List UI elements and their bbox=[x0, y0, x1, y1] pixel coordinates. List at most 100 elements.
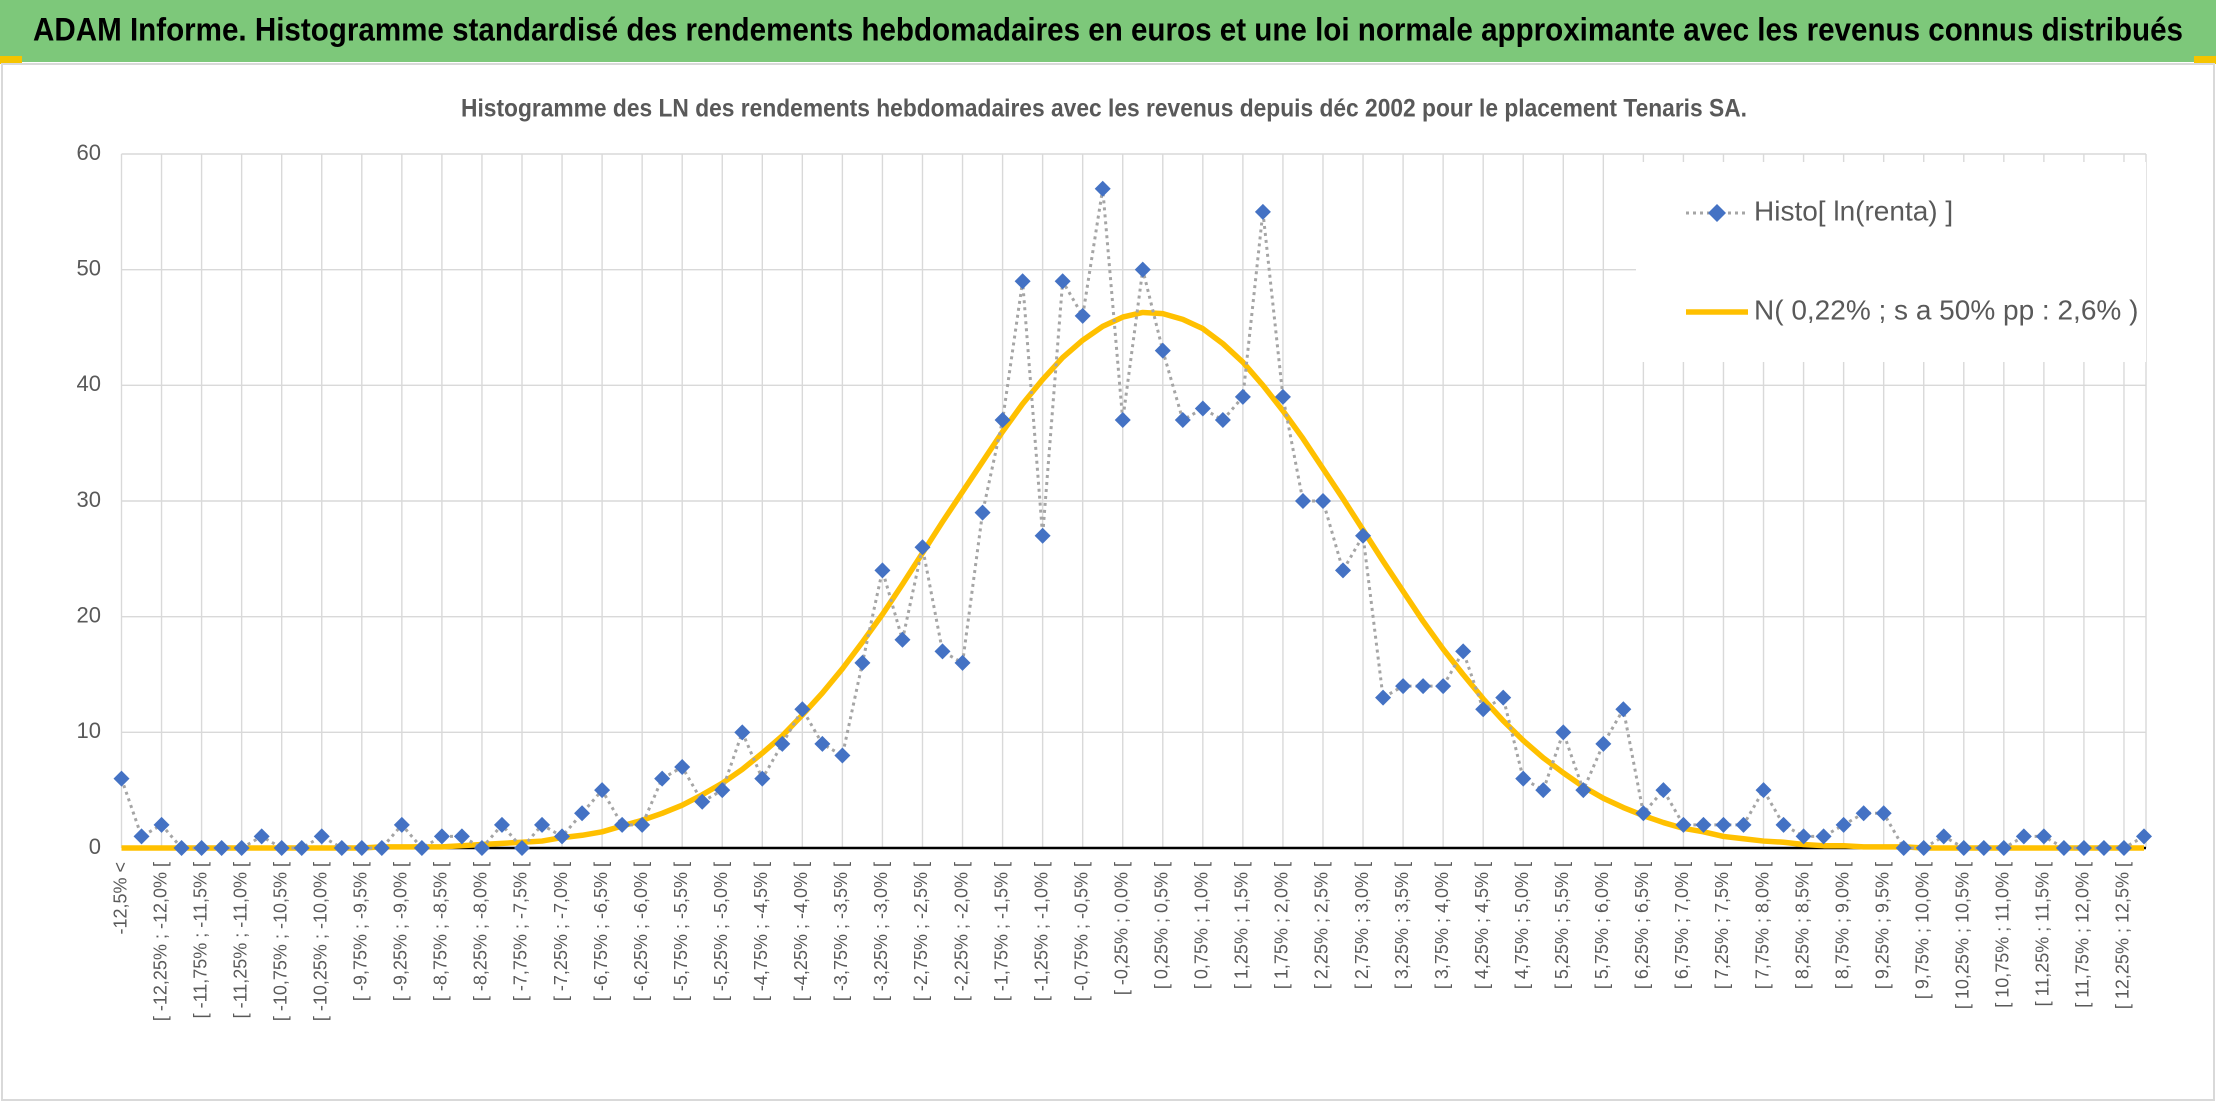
x-tick-label: [ 0,75% ; 1,0% [ bbox=[1192, 862, 1212, 989]
x-tick-label: [ -11,75% ; -11,5% [ bbox=[190, 862, 210, 1018]
y-tick-label: 10 bbox=[77, 718, 101, 743]
data-marker bbox=[894, 631, 911, 648]
y-tick-label: 40 bbox=[77, 371, 101, 396]
data-marker bbox=[1475, 701, 1492, 718]
data-marker bbox=[2115, 840, 2132, 856]
x-tick-label: [ -3,75% ; -3,5% [ bbox=[831, 862, 851, 1001]
data-marker bbox=[413, 840, 430, 856]
data-marker bbox=[1094, 180, 1111, 197]
x-tick-label: [ 3,75% ; 4,0% [ bbox=[1432, 862, 1452, 989]
x-tick-label: [ 12,25% ; 12,5% [ bbox=[2113, 862, 2133, 1009]
x-tick-label: [ -0,75% ; -0,5% [ bbox=[1071, 862, 1091, 1001]
data-marker bbox=[954, 654, 971, 671]
x-tick-label: [ -1,25% ; -1,0% [ bbox=[1031, 862, 1051, 1001]
data-marker bbox=[1294, 493, 1311, 509]
data-marker bbox=[1535, 782, 1552, 799]
data-marker bbox=[1375, 689, 1392, 706]
x-tick-label: [ -10,75% ; -10,5% [ bbox=[270, 862, 290, 1021]
x-tick-label: [ 0,25% ; 0,5% [ bbox=[1152, 862, 1172, 989]
data-marker bbox=[2015, 828, 2032, 845]
data-marker bbox=[1395, 678, 1412, 695]
data-marker bbox=[1895, 840, 1912, 856]
y-tick-label: 50 bbox=[77, 255, 101, 280]
data-marker bbox=[1755, 782, 1772, 799]
data-marker bbox=[994, 412, 1011, 429]
corner-mark bbox=[2194, 56, 2216, 64]
chart-title: Histogramme des LN des rendements hebdom… bbox=[461, 95, 1747, 123]
data-marker bbox=[1835, 816, 1852, 833]
legend-marker bbox=[1708, 204, 1726, 222]
data-marker bbox=[1455, 643, 1472, 660]
x-tick-label: [ -8,75% ; -8,5% [ bbox=[431, 862, 451, 1001]
x-tick-label: [ 9,75% ; 10,0% [ bbox=[1912, 862, 1932, 999]
x-tick-label: [ -8,25% ; -8,0% [ bbox=[471, 862, 491, 1001]
data-marker bbox=[1775, 816, 1792, 833]
x-tick-label: [ -0,25% ; 0,0% [ bbox=[1111, 862, 1131, 995]
x-tick-label: [ -5,75% ; -5,5% [ bbox=[671, 862, 691, 1001]
x-tick-label: [ -6,25% ; -6,0% [ bbox=[631, 862, 651, 1001]
x-tick-label: [ -10,25% ; -10,0% [ bbox=[310, 862, 330, 1021]
data-marker bbox=[1615, 701, 1632, 718]
data-marker bbox=[1355, 527, 1372, 544]
x-tick-label: [ 2,25% ; 2,5% [ bbox=[1312, 862, 1332, 989]
legend-label: Histo[ ln(renta) ] bbox=[1754, 195, 1953, 226]
data-marker bbox=[253, 828, 270, 845]
data-marker bbox=[1174, 412, 1191, 429]
data-marker bbox=[654, 770, 671, 787]
data-marker bbox=[934, 643, 951, 660]
data-marker bbox=[353, 840, 370, 856]
header-title: ADAM Informe. Histogramme standardisé de… bbox=[33, 11, 2183, 47]
x-tick-label: [ -3,25% ; -3,0% [ bbox=[871, 862, 891, 1001]
x-tick-label: [ -1,75% ; -1,5% [ bbox=[991, 862, 1011, 1001]
data-marker bbox=[834, 747, 851, 764]
x-tick-label: [ -9,75% ; -9,5% [ bbox=[351, 862, 371, 1001]
x-tick-label: [ -4,75% ; -4,5% [ bbox=[751, 862, 771, 1001]
legend-box bbox=[1636, 162, 2146, 362]
data-marker bbox=[534, 816, 551, 833]
corner-mark bbox=[0, 56, 22, 64]
x-tick-label: [ -2,25% ; -2,0% [ bbox=[951, 862, 971, 1001]
x-tick-label: [ 11,25% ; 11,5% [ bbox=[2033, 862, 2053, 1006]
data-marker bbox=[513, 840, 530, 856]
data-marker bbox=[1034, 527, 1051, 544]
data-marker bbox=[1975, 840, 1992, 856]
data-marker bbox=[113, 770, 130, 787]
x-tick-label: [ 7,25% ; 7,5% [ bbox=[1712, 862, 1732, 989]
data-marker bbox=[814, 735, 831, 752]
data-marker bbox=[1415, 678, 1432, 695]
data-marker bbox=[1114, 412, 1131, 429]
data-marker bbox=[1074, 307, 1091, 324]
data-marker bbox=[1995, 840, 2012, 856]
normal-curve bbox=[121, 309, 2144, 851]
data-marker bbox=[313, 828, 330, 845]
x-tick-label: [ -6,75% ; -6,5% [ bbox=[591, 862, 611, 1001]
data-marker bbox=[233, 840, 250, 856]
data-marker bbox=[1795, 828, 1812, 845]
x-tick-label: [ -4,25% ; -4,0% [ bbox=[791, 862, 811, 1001]
data-marker bbox=[594, 782, 611, 799]
x-tick-label: [ 2,75% ; 3,0% [ bbox=[1352, 862, 1372, 989]
data-marker bbox=[854, 654, 871, 671]
x-tick-label: [ 3,25% ; 3,5% [ bbox=[1392, 862, 1412, 989]
x-tick-label: [ -11,25% ; -11,0% [ bbox=[230, 862, 250, 1018]
x-tick-label: -12,5% < bbox=[110, 862, 130, 935]
data-marker bbox=[1054, 273, 1071, 290]
data-marker bbox=[614, 816, 631, 833]
data-marker bbox=[1855, 805, 1872, 822]
data-marker bbox=[1695, 816, 1712, 833]
x-tick-label: [ 4,25% ; 4,5% [ bbox=[1472, 862, 1492, 989]
data-marker bbox=[1314, 493, 1331, 509]
data-marker bbox=[1935, 828, 1952, 845]
data-marker bbox=[574, 805, 591, 822]
data-marker bbox=[2095, 840, 2112, 856]
data-marker bbox=[554, 828, 571, 845]
data-marker bbox=[153, 816, 170, 833]
data-marker bbox=[1254, 203, 1271, 220]
data-marker bbox=[1134, 261, 1151, 278]
data-marker bbox=[1955, 840, 1972, 856]
data-marker bbox=[1815, 828, 1832, 845]
x-tick-label: [ 5,25% ; 5,5% [ bbox=[1552, 862, 1572, 989]
y-tick-label: 30 bbox=[77, 487, 101, 512]
data-marker bbox=[1675, 816, 1692, 833]
